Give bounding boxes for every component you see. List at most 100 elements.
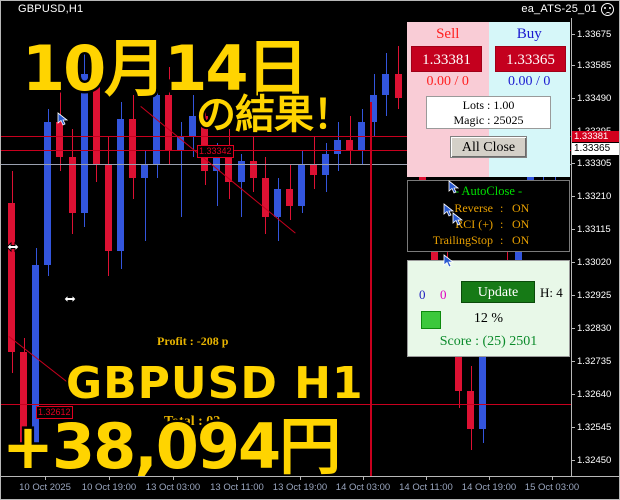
ea-name-label: ea_ATS-25_01 xyxy=(521,3,597,15)
trailingstop-value: ON xyxy=(512,233,530,247)
pointer-cursor-autoclose-reverse xyxy=(443,203,455,222)
candle-body xyxy=(69,157,76,214)
candle-body xyxy=(165,94,172,151)
horizontal-level-line xyxy=(1,403,571,405)
candle-body xyxy=(81,73,88,214)
time-tick-label: 10 Oct 2025 xyxy=(19,482,71,493)
caption-profit-amount: +38,094円 xyxy=(0,408,344,486)
time-axis[interactable]: 10 Oct 2025 10 Oct 19:00 13 Oct 03:00 13 Oc… xyxy=(1,476,619,500)
counter-blue: 0 xyxy=(419,287,426,302)
candle-body xyxy=(129,119,136,179)
time-tick-label: 13 Oct 03:00 xyxy=(145,482,201,493)
candle-body xyxy=(225,150,232,182)
candle-body xyxy=(286,188,293,207)
time-tick-mark xyxy=(109,477,110,480)
window-titlebar: GBPUSD,H1 ea_ATS-25_01 xyxy=(1,1,619,18)
rci-value: ON xyxy=(512,217,530,231)
trade-panel: Sell Buy 1.33381 1.33365 0.00 / 0 0.00 /… xyxy=(407,22,570,177)
ea-smiley-icon xyxy=(601,3,614,16)
horizontal-level-line xyxy=(1,149,571,151)
time-tick-mark xyxy=(45,477,46,480)
update-button[interactable]: Update xyxy=(461,281,535,303)
time-tick-label: 14 Oct 11:00 xyxy=(399,482,453,493)
profit-annotation: Profit : -208 p xyxy=(157,334,229,348)
time-tick-mark xyxy=(300,477,301,480)
trailingstop-colon: : xyxy=(500,233,504,247)
pointer-cursor-chart-left xyxy=(5,240,20,259)
buy-price-button[interactable]: 1.33365 xyxy=(495,46,566,72)
pointer-cursor-autoclose-rci xyxy=(452,212,464,231)
candle-wick xyxy=(241,153,242,217)
price-axis[interactable]: 1.336751.335851.334901.333951.333051.332… xyxy=(571,18,620,476)
percent-value: 12 % xyxy=(473,311,504,326)
hour-value: H: 4 xyxy=(540,285,563,300)
vertical-marker-line xyxy=(370,102,372,476)
time-tick-mark xyxy=(363,477,364,480)
sell-volume-value: 0.00 / 0 xyxy=(426,74,469,89)
horizontal-level-line xyxy=(1,136,571,138)
time-tick-label: 13 Oct 19:00 xyxy=(272,482,328,493)
time-tick-label: 14 Oct 19:00 xyxy=(461,482,517,493)
counter-magenta: 0 xyxy=(440,287,447,302)
reverse-colon: : xyxy=(500,201,504,215)
time-tick-mark xyxy=(426,477,427,480)
time-tick-label: 10 Oct 19:00 xyxy=(81,482,137,493)
trailingstop-label: TrailingStop xyxy=(432,233,493,247)
candle-body xyxy=(250,160,257,179)
caption-pair-timeframe: GBPUSD H1 xyxy=(64,356,365,411)
candle-wick xyxy=(145,150,146,241)
time-tick-mark xyxy=(237,477,238,480)
time-tick-label: 14 Oct 03:00 xyxy=(335,482,391,493)
all-close-button[interactable]: All Close xyxy=(450,136,527,158)
candle-body xyxy=(56,122,63,158)
candle-body xyxy=(238,160,245,182)
candle-body xyxy=(32,265,39,443)
horizontal-level-line xyxy=(1,164,571,166)
candle-body xyxy=(322,153,329,175)
bid-price-tag: 1.33381 xyxy=(572,131,620,143)
sell-price-button[interactable]: 1.33381 xyxy=(411,46,482,72)
candle-body xyxy=(153,94,160,165)
reverse-label: Reverse xyxy=(454,201,493,215)
candle-wick xyxy=(181,122,182,217)
candle-body xyxy=(395,73,402,99)
chart-price-label-lower: 1.32612 xyxy=(36,406,73,419)
candle-body xyxy=(274,188,281,217)
autoclose-panel: - AutoClose - Reverse : ON RCI (+) : ON … xyxy=(407,180,570,252)
candle-body xyxy=(20,352,27,443)
candle-body xyxy=(117,119,124,252)
caption-date: 10月14日 xyxy=(20,30,312,108)
time-tick-label: 13 Oct 11:00 xyxy=(210,482,264,493)
candle-body xyxy=(177,136,184,151)
time-tick-mark xyxy=(552,477,553,480)
chart-price-label-upper: 1.33342 xyxy=(197,144,234,158)
candle-body xyxy=(298,164,305,207)
caption-result: の結果！ xyxy=(194,90,355,140)
lots-magic-box[interactable]: Lots : 1.00 Magic : 25025 xyxy=(426,96,551,129)
magic-value: Magic : 25025 xyxy=(453,113,524,127)
candle-body xyxy=(189,115,196,137)
candle-body xyxy=(44,122,51,266)
pointer-cursor-score-panel xyxy=(443,254,455,273)
time-tick-mark xyxy=(489,477,490,480)
pointer-cursor-chart-upper xyxy=(57,112,69,131)
candle-body xyxy=(141,164,148,179)
candle-body xyxy=(334,139,341,154)
sell-label: Sell xyxy=(436,26,460,42)
candle-wick xyxy=(314,136,315,189)
candle-body xyxy=(346,139,353,151)
buy-label: Buy xyxy=(516,26,542,42)
pointer-cursor-autoclose-top xyxy=(448,180,460,199)
candle-body xyxy=(8,202,15,353)
status-swatch xyxy=(421,311,441,329)
chart-symbol-label: GBPUSD,H1 xyxy=(18,3,84,15)
time-tick-mark xyxy=(173,477,174,480)
candle-body xyxy=(382,73,389,95)
reverse-value: ON xyxy=(512,201,530,215)
lots-value: Lots : 1.00 xyxy=(462,98,515,112)
candle-body xyxy=(213,150,220,172)
candle-body xyxy=(310,164,317,175)
candle-body xyxy=(370,94,377,123)
ask-price-tag: 1.33365 xyxy=(572,142,620,155)
candle-body xyxy=(262,178,269,217)
